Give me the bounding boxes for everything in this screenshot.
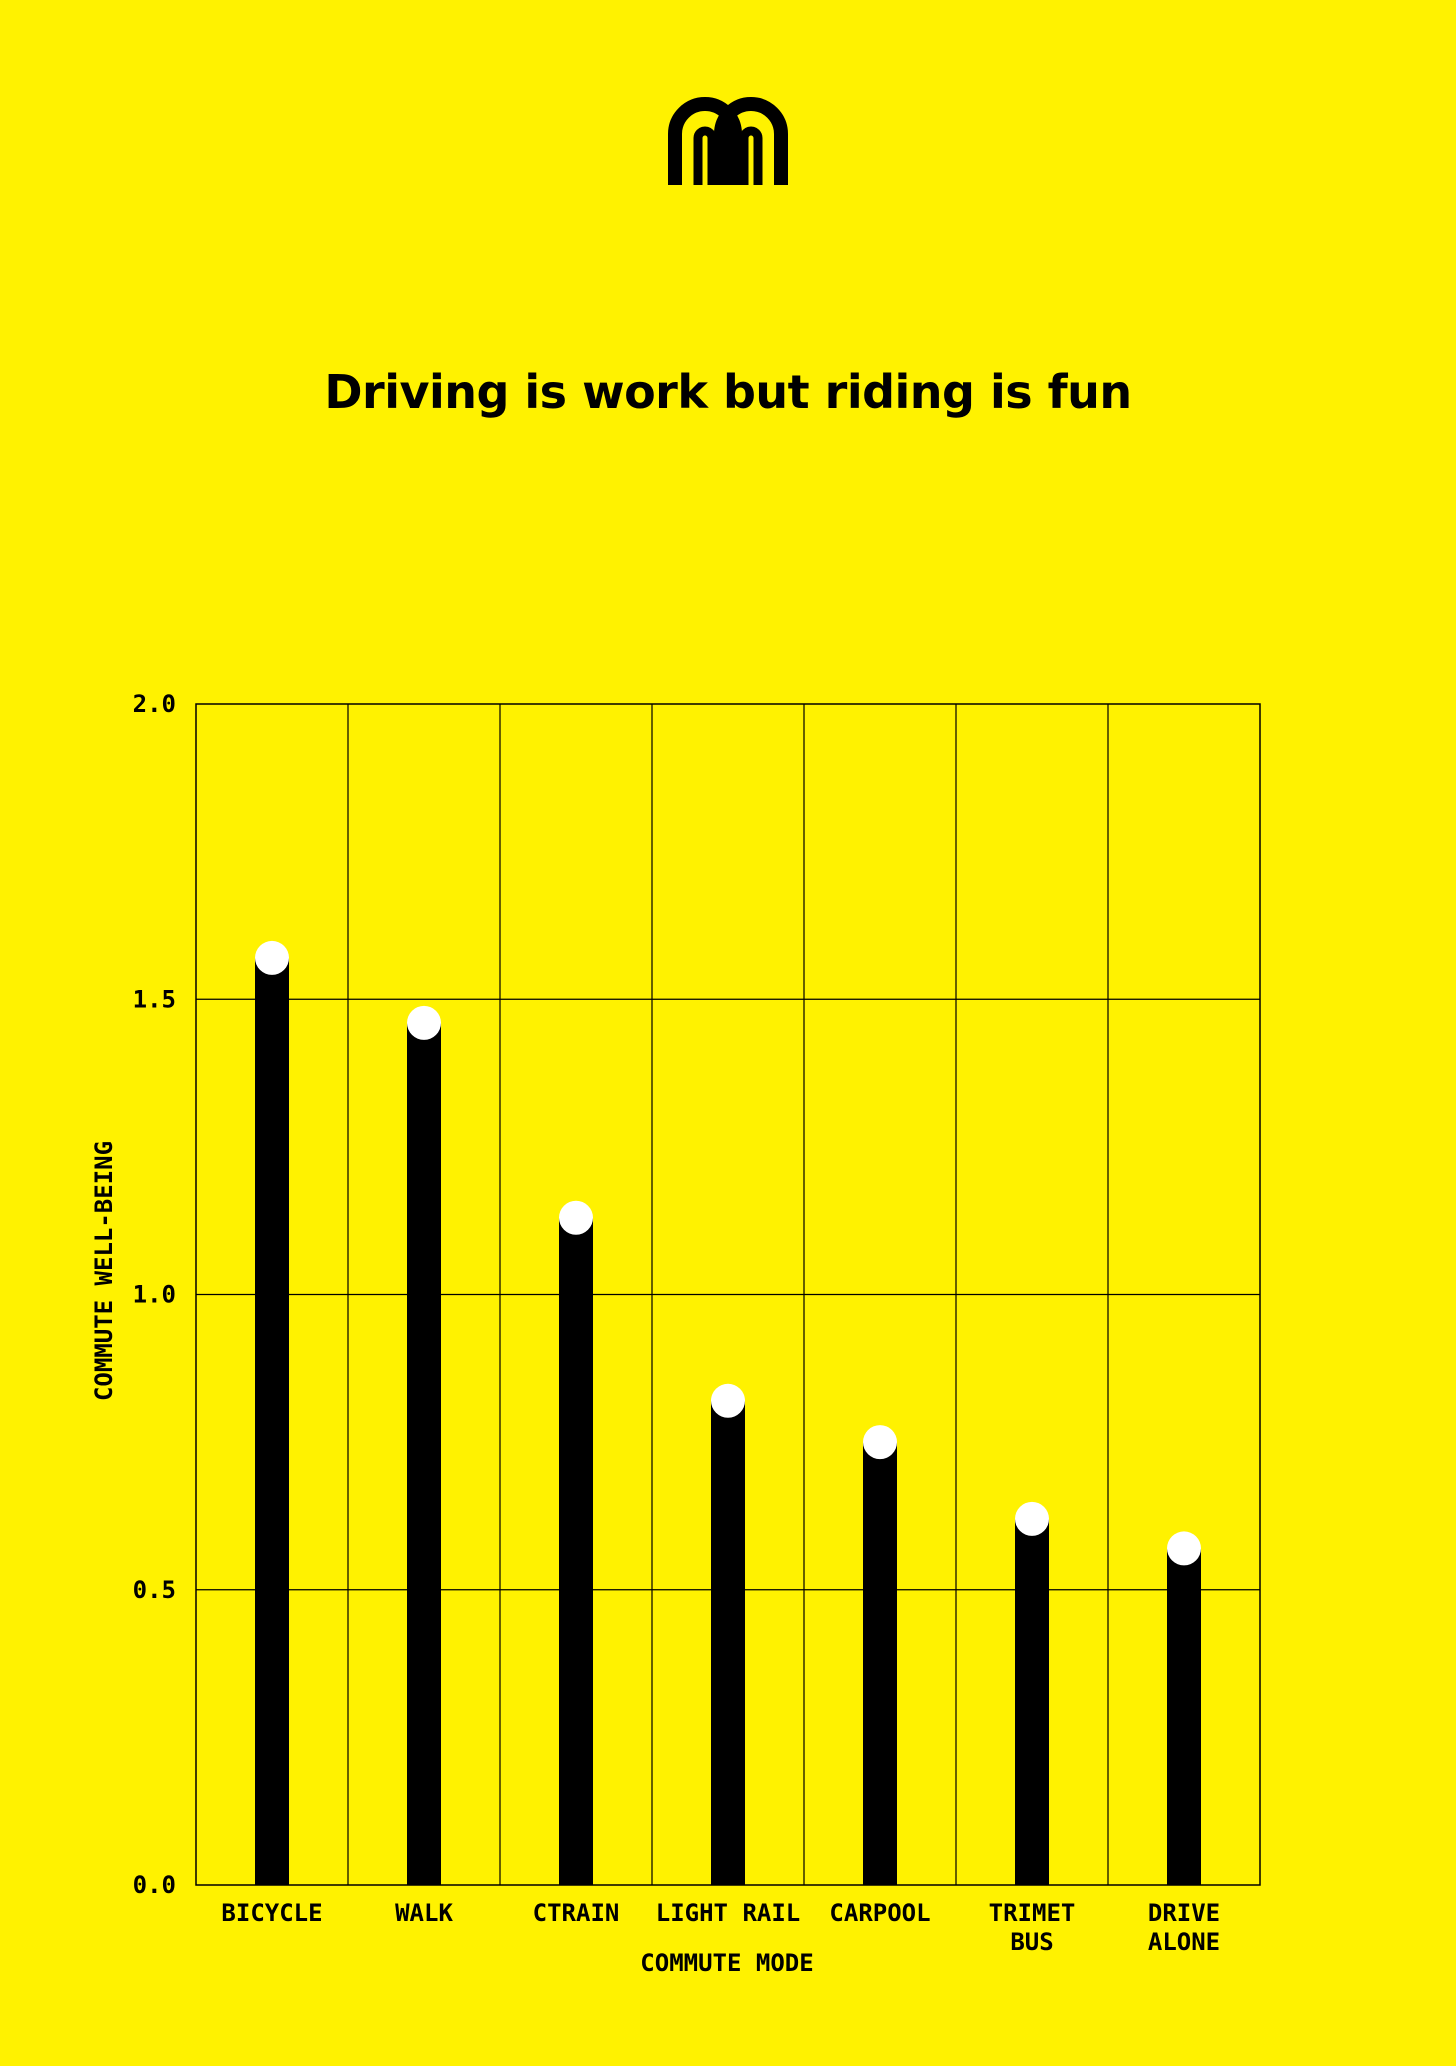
bar-value-dot <box>863 1425 897 1460</box>
bar <box>559 1217 593 1885</box>
x-tick-label: WALK <box>395 1899 453 1927</box>
y-axis-title: COMMUTE WELL-BEING <box>90 1141 118 1401</box>
y-tick-label: 1.5 <box>133 985 176 1013</box>
bars <box>255 940 1201 1885</box>
x-tick-label: CARPOOL <box>829 1899 930 1927</box>
bar-value-dot <box>559 1200 593 1235</box>
bar-value-dot <box>711 1383 745 1418</box>
x-tick-label: BICYCLE <box>221 1899 322 1927</box>
bar <box>711 1400 745 1885</box>
bar-value-dot <box>1167 1531 1201 1566</box>
grid-lines <box>195 703 1261 1886</box>
bar <box>255 957 289 1885</box>
y-tick-label: 0.0 <box>133 1871 176 1899</box>
bar <box>863 1442 897 1885</box>
x-tick-label: DRIVE <box>1148 1899 1220 1927</box>
bar <box>407 1022 441 1885</box>
y-tick-label: 1.0 <box>133 1281 176 1309</box>
y-tick-label: 2.0 <box>133 690 176 718</box>
bar <box>1167 1548 1201 1885</box>
bar <box>1015 1518 1049 1885</box>
bar-value-dot <box>255 940 289 975</box>
axis-labels: 0.0 0.5 1.0 1.5 2.0 BICYCLE WALK CTRAIN LIGHT RA… <box>133 690 1220 1956</box>
x-tick-label: ALONE <box>1148 1928 1220 1956</box>
chart-title: Driving is work but riding is fun <box>324 365 1132 419</box>
x-tick-label: BUS <box>1010 1928 1053 1956</box>
y-tick-label: 0.5 <box>133 1576 176 1604</box>
bar-value-dot <box>1015 1501 1049 1536</box>
double-arch-logo-icon <box>668 97 788 185</box>
x-tick-label: LIGHT RAIL <box>656 1899 801 1927</box>
x-axis-title: COMMUTE MODE <box>640 1949 813 1977</box>
x-tick-label: TRIMET <box>989 1899 1076 1927</box>
x-tick-label: CTRAIN <box>533 1899 620 1927</box>
bar-value-dot <box>407 1005 441 1040</box>
